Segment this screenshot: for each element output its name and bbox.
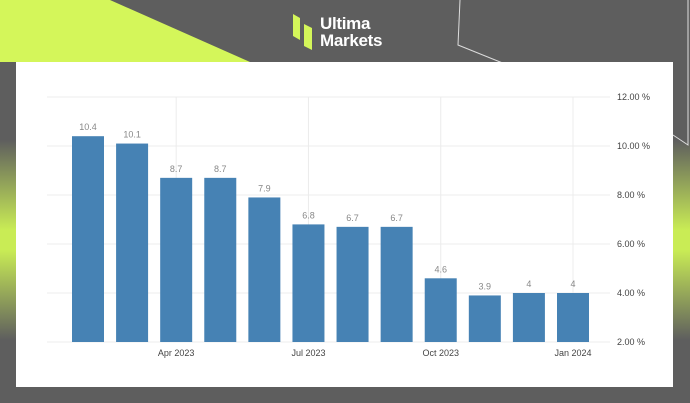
accent-triangle <box>0 0 250 62</box>
y-tick-label: 4.00 % <box>617 288 645 298</box>
data-label: 6.7 <box>346 213 359 223</box>
data-label: 4 <box>526 279 531 289</box>
logo-icon <box>293 14 312 50</box>
logo-text-line1: Ultima <box>320 14 371 33</box>
y-tick-label: 2.00 % <box>617 337 645 347</box>
data-label: 3.9 <box>479 281 492 291</box>
bar-dec-2023 <box>512 293 545 342</box>
y-tick-label: 6.00 % <box>617 239 645 249</box>
data-label: 7.9 <box>258 183 271 193</box>
data-label: 6.8 <box>302 210 315 220</box>
y-tick-label: 10.00 % <box>617 141 650 151</box>
logo-text-line2: Markets <box>320 31 383 50</box>
bar-aug-2023 <box>336 226 369 342</box>
x-tick-label: Jul 2023 <box>291 348 325 358</box>
data-label: 6.7 <box>390 213 403 223</box>
data-label: 10.1 <box>123 130 141 140</box>
bar-may-2023 <box>204 177 237 342</box>
data-label: 8.7 <box>214 164 227 174</box>
x-tick-label: Oct 2023 <box>422 348 459 358</box>
x-tick-label: Apr 2023 <box>158 348 195 358</box>
data-label: 10.4 <box>79 122 97 132</box>
y-tick-label: 12.00 % <box>617 92 650 102</box>
bar-oct-2023 <box>424 278 457 342</box>
bar-mar-2023 <box>116 143 149 342</box>
data-label: 4.6 <box>434 264 447 274</box>
bar-jun-2023 <box>248 197 281 342</box>
logo: Ultima Markets <box>292 14 382 50</box>
data-label: 4 <box>570 279 575 289</box>
bar-apr-2023 <box>160 177 193 342</box>
bar-feb-2023 <box>72 136 104 342</box>
x-tick-label: Jan 2024 <box>554 348 591 358</box>
y-tick-label: 8.00 % <box>617 190 645 200</box>
right-accent <box>673 140 690 340</box>
bar-sep-2023 <box>380 226 413 342</box>
bar-jul-2023 <box>292 224 325 342</box>
bar-jan-2024 <box>557 293 589 342</box>
left-accent <box>0 140 16 340</box>
data-label: 8.7 <box>170 164 183 174</box>
bar-nov-2023 <box>468 295 501 342</box>
